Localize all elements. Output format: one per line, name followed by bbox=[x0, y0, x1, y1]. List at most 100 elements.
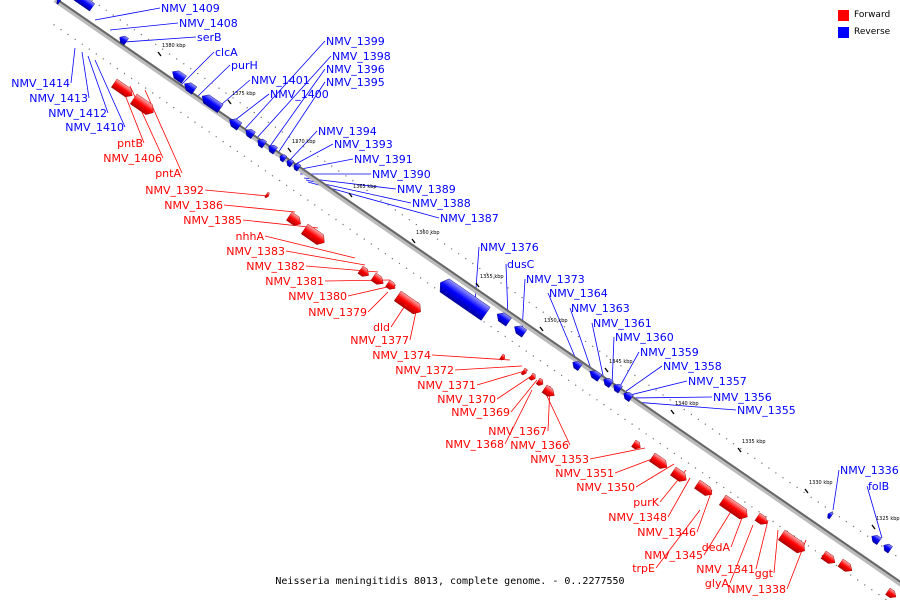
gene-label-nmv-1359: NMV_1359 bbox=[640, 346, 699, 359]
gene-label-nmv-1406: NMV_1406 bbox=[103, 152, 162, 165]
gene-label-nmv-1356: NMV_1356 bbox=[713, 391, 772, 404]
minor-tick-dot bbox=[673, 452, 676, 455]
minor-tick-dot bbox=[190, 68, 192, 70]
minor-tick-dot bbox=[507, 287, 509, 289]
reverse-gene-arrow bbox=[496, 312, 512, 327]
minor-tick-dot bbox=[307, 199, 309, 201]
reverse-gene-arrow bbox=[172, 70, 187, 84]
minor-tick-dot bbox=[168, 53, 171, 55]
leader-line bbox=[729, 524, 754, 584]
minor-tick-dot bbox=[349, 228, 351, 230]
reverse-gene-arrow bbox=[613, 383, 623, 394]
minor-tick-dot bbox=[309, 150, 312, 153]
gene-label-nmv-1400: NMV_1400 bbox=[270, 88, 329, 101]
backbone-line bbox=[56, 0, 900, 583]
minor-tick-dot bbox=[161, 48, 164, 50]
minor-tick-dot bbox=[500, 282, 502, 284]
minor-tick-dot bbox=[405, 267, 408, 269]
minor-tick-dot bbox=[589, 394, 591, 396]
gene-label-nmv-1393: NMV_1393 bbox=[334, 138, 393, 151]
minor-tick-dot bbox=[140, 33, 143, 36]
leader-line bbox=[179, 51, 215, 87]
minor-tick-dot bbox=[849, 574, 852, 576]
minor-tick-dot bbox=[486, 272, 488, 274]
minor-tick-dot bbox=[236, 150, 238, 153]
minor-tick-dot bbox=[302, 145, 305, 148]
minor-tick-dot bbox=[542, 311, 544, 313]
reverse-gene-arrow bbox=[257, 138, 267, 149]
minor-tick-dot bbox=[683, 408, 685, 411]
major-tick bbox=[411, 238, 416, 244]
gene-label-nmv-1357: NMV_1357 bbox=[688, 375, 747, 388]
gene-label-nmv-1373: NMV_1373 bbox=[526, 273, 585, 286]
minor-tick-dot bbox=[577, 335, 580, 338]
reverse-swatch bbox=[838, 26, 849, 38]
reverse-gene-arrow bbox=[514, 325, 528, 338]
minor-tick-dot bbox=[687, 462, 690, 464]
leader-line bbox=[635, 463, 675, 488]
major-tick bbox=[475, 282, 480, 288]
minor-tick-dot bbox=[504, 335, 506, 338]
reverse-gene-arrow bbox=[72, 0, 96, 12]
major-tick bbox=[604, 367, 609, 373]
minor-tick-dot bbox=[130, 77, 133, 80]
leader-line bbox=[195, 64, 231, 99]
minor-tick-dot bbox=[222, 141, 224, 143]
minor-tick-dot bbox=[701, 472, 704, 474]
minor-tick-dot bbox=[620, 365, 622, 367]
minor-tick-dot bbox=[697, 418, 700, 421]
leader-line bbox=[204, 189, 269, 197]
minor-tick-dot bbox=[737, 496, 739, 498]
leader-line bbox=[510, 379, 538, 413]
minor-tick-dot bbox=[772, 520, 774, 523]
gene-label-pnta: pntA bbox=[155, 167, 181, 180]
gene-label-nmv-1413: NMV_1413 bbox=[29, 92, 88, 105]
gene-label-nmv-1374: NMV_1374 bbox=[372, 349, 431, 362]
minor-tick-dot bbox=[857, 579, 859, 581]
leader-line bbox=[223, 204, 296, 213]
tick-label: 1355 kbp bbox=[480, 274, 504, 280]
leader-line bbox=[866, 485, 883, 539]
leader-line bbox=[504, 389, 533, 445]
forward-gene-arrow bbox=[837, 558, 853, 572]
minor-tick-dot bbox=[631, 423, 633, 425]
leader-line bbox=[295, 158, 354, 171]
gene-label-nmv-1388: NMV_1388 bbox=[412, 197, 471, 210]
gene-label-nmv-1366: NMV_1366 bbox=[510, 439, 569, 452]
minor-tick-dot bbox=[761, 462, 763, 464]
forward-gene-arrow bbox=[670, 466, 687, 482]
gene-label-folb: folB bbox=[868, 480, 889, 493]
minor-tick-dot bbox=[549, 316, 551, 318]
forward-gene-arrow bbox=[393, 290, 421, 315]
gene-label-nmv-1387: NMV_1387 bbox=[440, 212, 499, 225]
reverse-gene-arrow bbox=[119, 35, 129, 46]
minor-tick-dot bbox=[352, 180, 354, 182]
minor-tick-dot bbox=[271, 175, 274, 177]
minor-tick-dot bbox=[648, 384, 650, 386]
forward-gene-arrow bbox=[357, 265, 369, 277]
minor-tick-dot bbox=[575, 384, 577, 386]
forward-gene-arrow bbox=[520, 367, 528, 376]
minor-tick-dot bbox=[317, 155, 319, 158]
legend-reverse-label: Reverse bbox=[854, 27, 891, 37]
forward-gene-arrow bbox=[820, 550, 836, 564]
leader-line bbox=[267, 68, 326, 150]
minor-tick-dot bbox=[359, 184, 361, 187]
minor-tick-dot bbox=[803, 491, 805, 494]
minor-tick-dot bbox=[137, 82, 140, 84]
forward-gene-arrow bbox=[111, 78, 133, 98]
minor-tick-dot bbox=[835, 564, 838, 567]
legend-forward: Forward bbox=[838, 8, 890, 22]
minor-tick-dot bbox=[817, 501, 819, 503]
minor-tick-dot bbox=[479, 267, 481, 270]
minor-tick-dot bbox=[465, 258, 467, 260]
gene-label-nmv-1361: NMV_1361 bbox=[593, 317, 652, 330]
minor-tick-dot bbox=[560, 374, 563, 377]
minor-tick-dot bbox=[518, 345, 520, 347]
major-tick bbox=[227, 99, 232, 105]
minor-tick-dot bbox=[716, 481, 718, 484]
gene-label-nmv-1351: NMV_1351 bbox=[555, 467, 614, 480]
minor-tick-dot bbox=[725, 438, 728, 440]
leader-line bbox=[633, 401, 737, 411]
major-tick bbox=[287, 147, 292, 153]
